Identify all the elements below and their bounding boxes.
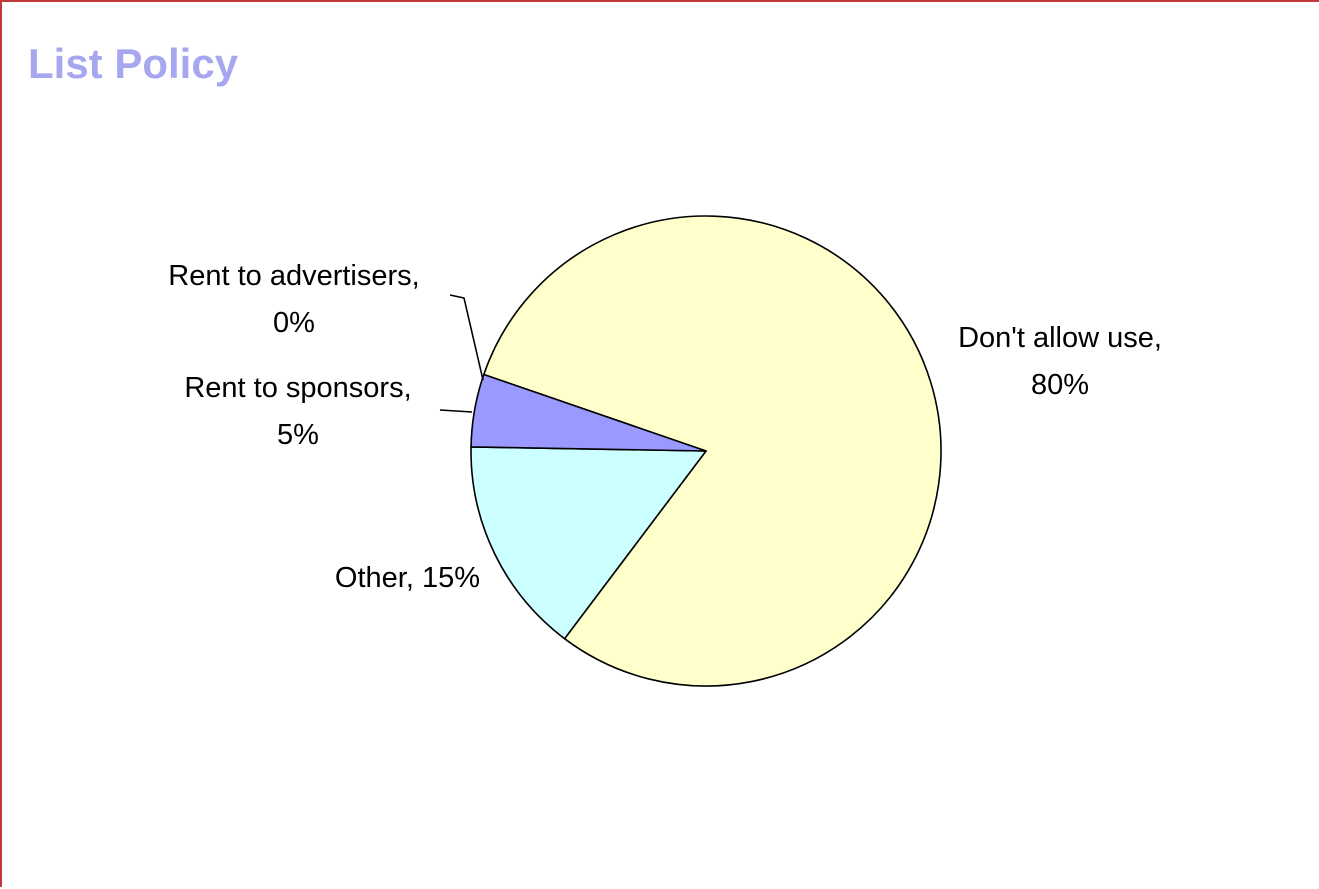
leader-lines	[439, 294, 484, 413]
data-labels: Don't allow use, 80% Other, 15% Rent to spo…	[168, 260, 1162, 594]
data-label-other: Other, 15%	[335, 562, 480, 594]
pie-slice-rent-to-sponsors	[470, 373, 707, 452]
leader-line-rent-to-advertisers	[449, 294, 484, 381]
data-label-rent-to-sponsors: Rent to sponsors, 5%	[184, 372, 411, 451]
data-label-rent-to-advertisers: Rent to advertisers, 0%	[168, 260, 419, 339]
data-label-don-t-allow-use: Don't allow use, 80%	[958, 322, 1162, 401]
pie-slice-other	[470, 446, 707, 640]
leader-line-rent-to-sponsors	[439, 409, 473, 413]
chart-title: List Policy	[28, 40, 239, 87]
pie-slice-don-t-allow-use	[483, 215, 942, 687]
pie-slices	[470, 215, 942, 687]
